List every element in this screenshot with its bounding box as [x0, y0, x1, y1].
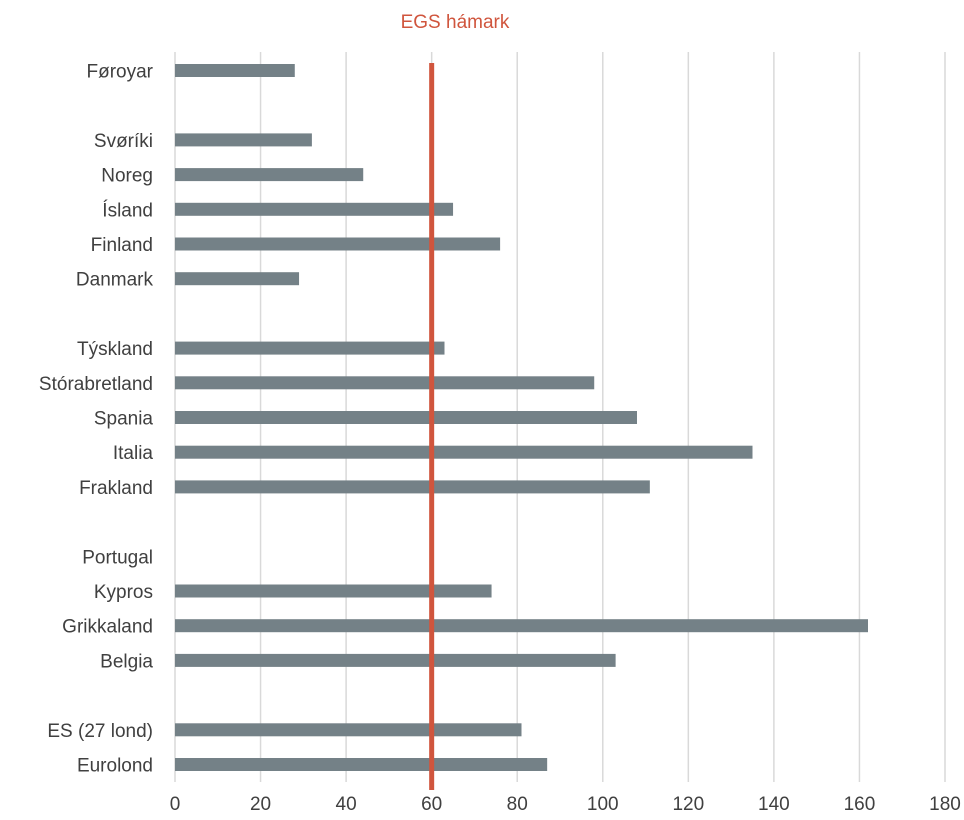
x-tick-labels: 0 20 40 60 80 100 120 140 160 180	[170, 794, 961, 815]
x-tick-label: 180	[929, 794, 961, 815]
bar	[175, 758, 548, 771]
bar	[175, 168, 364, 182]
x-tick-label: 120	[672, 794, 704, 815]
x-tick-label: 160	[844, 794, 876, 815]
bar	[175, 237, 501, 251]
bar	[175, 480, 650, 494]
category-label: Ísland	[102, 200, 153, 221]
x-tick-label: 20	[250, 794, 271, 815]
category-label: Frakland	[79, 478, 153, 499]
x-tick-label: 0	[170, 794, 181, 815]
category-label: Belgia	[100, 651, 153, 672]
bar	[175, 341, 445, 355]
bar	[175, 723, 522, 737]
bar	[175, 584, 492, 598]
category-label: Føroyar	[87, 62, 154, 83]
x-tick-label: 140	[758, 794, 790, 815]
bar	[175, 202, 454, 216]
bar	[175, 133, 312, 147]
x-tick-label: 40	[336, 794, 357, 815]
category-label: Eurolond	[77, 756, 153, 777]
category-label: Svøríki	[94, 131, 153, 152]
x-tick-label: 100	[587, 794, 619, 815]
category-label: Stórabretland	[39, 374, 153, 395]
reference-line-label: EGS hámark	[401, 12, 510, 33]
bar	[175, 445, 753, 459]
category-label: ES (27 lond)	[47, 721, 153, 742]
bar	[175, 619, 868, 633]
category-label: Týskland	[77, 339, 153, 360]
bars	[175, 64, 868, 771]
x-tick-label: 80	[507, 794, 528, 815]
x-tick-label: 60	[421, 794, 442, 815]
bar	[175, 272, 300, 286]
bar	[175, 653, 616, 667]
category-label: Grikkaland	[62, 617, 153, 638]
category-label: Italia	[113, 443, 154, 464]
category-label: Portugal	[82, 547, 153, 568]
category-label: Noreg	[101, 166, 153, 187]
category-label: Danmark	[76, 270, 154, 291]
category-label: Kypros	[94, 582, 153, 603]
category-labels: Føroyar Svøríki Noreg Ísland Finland Danmark T…	[39, 62, 154, 777]
bar	[175, 64, 295, 77]
bar	[175, 411, 637, 424]
bar	[175, 376, 595, 390]
category-label: Spania	[94, 409, 154, 430]
category-label: Finland	[91, 235, 153, 256]
